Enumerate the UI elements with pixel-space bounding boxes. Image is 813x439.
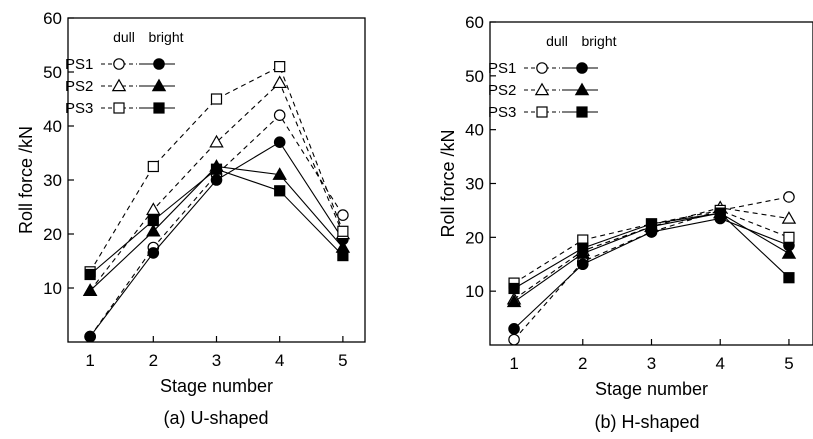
data-point: [577, 242, 589, 254]
data-point: [337, 250, 349, 262]
series-ps3-bright: [84, 163, 349, 281]
legend-label: PS3: [488, 104, 516, 121]
y-tick-label: 60: [43, 9, 62, 28]
series-ps2-dull: [506, 200, 797, 305]
legend: dull bright PS1 PS2 PS3: [65, 29, 184, 117]
legend-marker-bright: [576, 106, 588, 118]
x-axis-label: Stage number: [160, 376, 273, 396]
data-point: [84, 330, 96, 343]
data-point: [147, 247, 160, 259]
data-point: [781, 246, 797, 259]
x-tick-label: 4: [275, 351, 284, 370]
data-point: [273, 109, 286, 121]
series-line: [89, 81, 344, 292]
legend-marker-bright: [576, 62, 588, 74]
data-point: [146, 223, 161, 237]
legend-marker-dull: [534, 82, 550, 96]
legend-label: PS2: [488, 82, 516, 99]
data-point: [508, 323, 520, 335]
legend-marker-bright: [574, 82, 590, 96]
data-point: [337, 209, 349, 221]
data-point: [508, 282, 520, 295]
legend-marker-bright: [151, 78, 167, 92]
series-ps1-dull: [508, 191, 795, 346]
x-tick-label: 3: [647, 354, 656, 373]
series-line: [89, 65, 344, 273]
legend-marker-bright: [153, 58, 165, 70]
legend-label: PS1: [488, 60, 516, 77]
legend-marker-dull: [536, 62, 548, 74]
y-tick-label: 50: [43, 63, 62, 82]
y-tick-label: 40: [465, 121, 484, 140]
data-point: [274, 185, 286, 197]
data-point: [274, 60, 286, 73]
series-line: [513, 196, 790, 340]
data-point: [209, 134, 224, 148]
chart-caption: (a) U-shaped: [163, 408, 268, 428]
data-point: [84, 268, 96, 281]
legend-header-bright: bright: [581, 33, 616, 49]
x-tick-label: 2: [149, 351, 158, 370]
y-tick-label: 20: [465, 228, 484, 247]
data-point: [272, 167, 287, 180]
y-tick-label: 30: [465, 175, 484, 194]
legend-header-bright: bright: [148, 29, 183, 45]
data-point: [337, 225, 349, 237]
series-ps3-bright: [508, 207, 795, 295]
x-tick-label: 4: [715, 354, 724, 373]
x-tick-label: 5: [338, 351, 347, 370]
legend-marker-bright: [153, 102, 165, 114]
x-tick-label: 5: [784, 354, 793, 373]
legend-label: PS2: [65, 78, 93, 95]
legend-label: PS3: [65, 100, 93, 117]
data-point: [210, 174, 223, 186]
legend-marker-dull: [113, 58, 125, 70]
x-tick-label: 1: [509, 354, 518, 373]
y-tick-label: 50: [465, 67, 484, 86]
legend-marker-dull: [113, 102, 125, 114]
x-tick-label: 2: [578, 354, 587, 373]
y-tick-label: 40: [43, 117, 62, 136]
data-point: [508, 333, 520, 346]
legend-header-dull: dull: [113, 29, 135, 45]
x-tick-label: 3: [212, 351, 221, 370]
chart-panel-b: 10 20 30 40 50 60 1 2 3 4 5 Stage number Roll force …: [438, 13, 813, 432]
data-point: [82, 283, 98, 296]
legend-marker-dull: [111, 78, 127, 92]
series-line: [89, 114, 344, 337]
data-point: [645, 218, 658, 230]
legend: dull bright PS1 PS2 PS3: [488, 33, 617, 121]
y-tick-label: 20: [43, 225, 62, 244]
y-tick-label: 60: [465, 13, 484, 32]
y-axis-label: Roll force /kN: [16, 126, 36, 234]
data-point: [714, 207, 726, 219]
x-tick-label: 1: [85, 351, 94, 370]
legend-header-dull: dull: [546, 33, 568, 49]
data-point: [147, 160, 159, 173]
data-point: [210, 93, 223, 105]
data-point: [506, 294, 522, 308]
y-axis-label: Roll force /kN: [438, 129, 458, 237]
data-point: [210, 163, 223, 175]
data-point: [273, 136, 286, 148]
legend-marker-dull: [536, 106, 548, 118]
data-point: [576, 258, 589, 271]
chart-caption: (b) H-shaped: [594, 412, 699, 432]
y-tick-label: 10: [465, 282, 484, 301]
series-line: [513, 209, 790, 284]
legend-label: PS1: [65, 56, 93, 73]
chart-panel-a: 10 20 30 40 50 60 1 2 3 4 5 Stage number Roll force …: [16, 9, 366, 428]
y-tick-label: 10: [43, 279, 62, 298]
data-point: [146, 202, 161, 215]
x-axis-label: Stage number: [595, 379, 708, 399]
data-point: [781, 211, 797, 224]
data-point: [783, 231, 795, 243]
data-point: [783, 272, 795, 284]
y-tick-label: 30: [43, 171, 62, 190]
data-point: [147, 214, 159, 227]
data-point: [272, 75, 287, 89]
data-point: [783, 191, 795, 203]
